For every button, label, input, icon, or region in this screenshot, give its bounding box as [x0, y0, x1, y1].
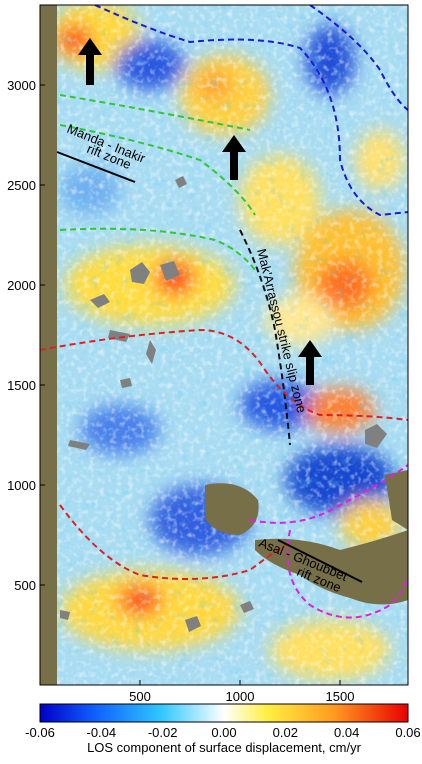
colorbar [39, 703, 409, 723]
colorbar-tick-label: 0.06 [395, 725, 420, 740]
x-tick-label: 1000 [226, 689, 255, 704]
colorbar-tick-label: -0.02 [148, 725, 178, 740]
axes: 500 1000 1500 500 1000 1500 2000 2500 3000 -0.06 -… [7, 78, 421, 740]
x-tick-label: 1500 [326, 689, 355, 704]
y-tick-label: 2000 [7, 278, 36, 293]
colorbar-label: LOS component of surface displacement, c… [87, 740, 362, 755]
colorbar-tick-label: -0.04 [87, 725, 117, 740]
y-tick-label: 1000 [7, 478, 36, 493]
y-tick-label: 3000 [7, 78, 36, 93]
displacement-map: Manda - Inakir rift zone Mak'Arrassou st… [40, 5, 408, 685]
x-tick-label: 500 [129, 689, 151, 704]
y-tick-label: 2500 [7, 178, 36, 193]
y-tick-label: 500 [14, 578, 36, 593]
colorbar-tick-label: 0.04 [334, 725, 359, 740]
colorbar-tick-label: 0.00 [211, 725, 236, 740]
colorbar-tick-label: -0.06 [25, 725, 55, 740]
y-tick-label: 1500 [7, 378, 36, 393]
plot-frame [39, 4, 409, 686]
colorbar-tick-label: 0.02 [273, 725, 298, 740]
